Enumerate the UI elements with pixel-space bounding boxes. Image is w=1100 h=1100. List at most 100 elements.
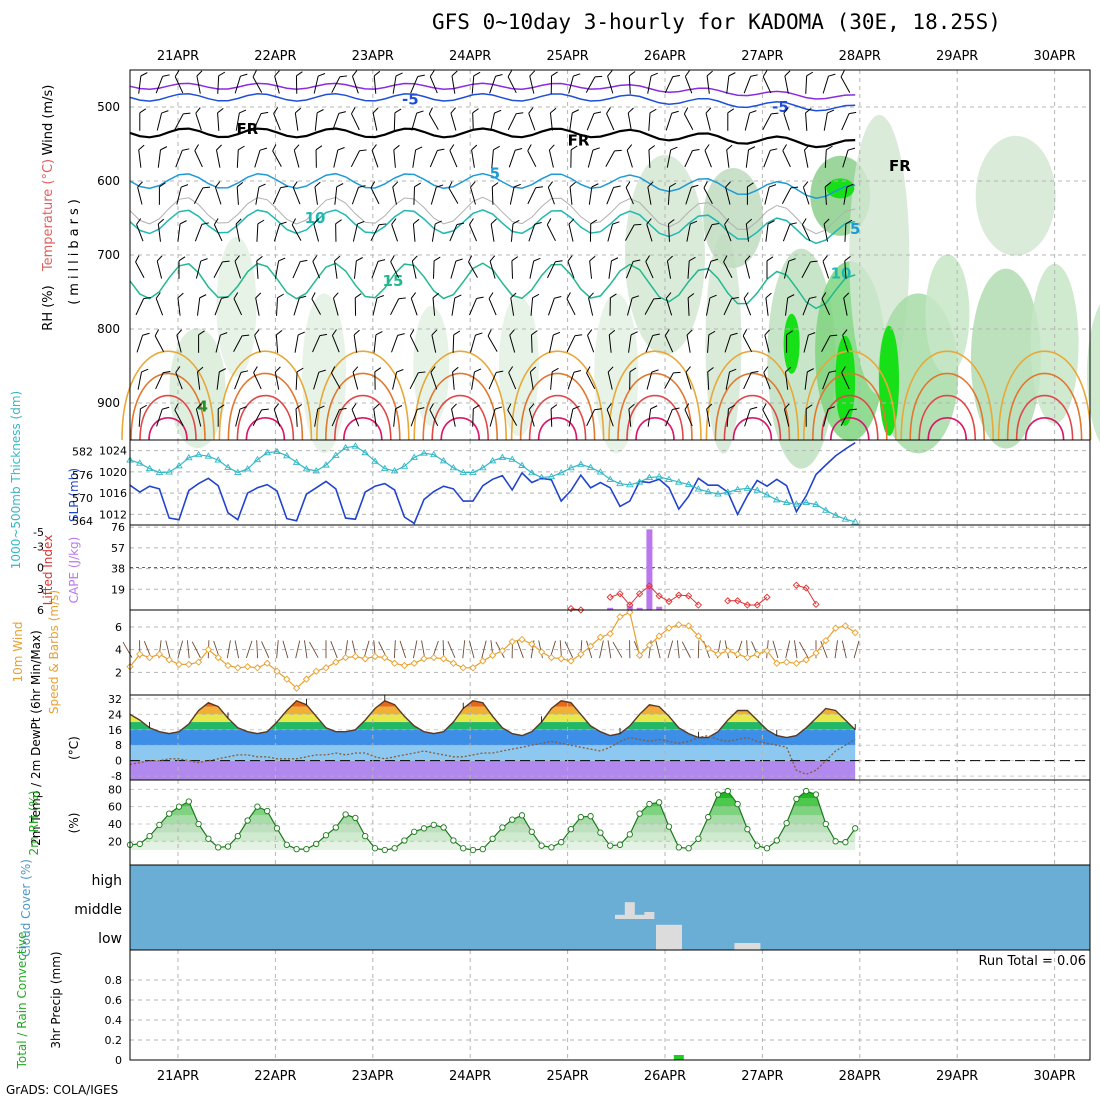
wind-barb <box>451 403 457 427</box>
wind10-point <box>410 659 418 667</box>
wind-barb-flag <box>706 403 713 410</box>
wind-barb-shaft <box>393 408 397 427</box>
wind-barb-flag <box>377 259 386 262</box>
wind-barb <box>469 296 484 316</box>
rh2m-point <box>332 824 339 831</box>
rh2m-point <box>675 844 682 851</box>
wind-barb <box>468 255 478 278</box>
wind-barb-flag <box>296 71 303 77</box>
thickness-point <box>341 443 350 451</box>
wind-barb-shaft <box>351 187 359 205</box>
wind-barb-flag <box>319 333 328 337</box>
wind10-point <box>694 632 703 640</box>
wind-barb-flag <box>841 366 846 373</box>
wind-barb <box>840 408 857 426</box>
wind-barb <box>470 181 476 205</box>
wind-barb-flag <box>588 292 594 299</box>
wind-barb-shaft <box>843 186 848 205</box>
wind-barb <box>764 329 771 353</box>
wind-barb-flag <box>430 366 436 373</box>
wind-barb <box>490 109 502 131</box>
wind10-point <box>802 656 810 664</box>
wind-barb-shaft <box>393 112 396 131</box>
wind-barb <box>217 71 226 94</box>
wind-barb <box>567 369 582 390</box>
wind-barb-flag <box>647 181 654 188</box>
wind-barb-shaft <box>821 298 831 316</box>
wind10-point <box>577 650 585 658</box>
thickness-label: 1000~500mb Thickness (dm) <box>9 391 23 569</box>
thickness-point <box>606 475 614 482</box>
wind-barb-flag <box>433 256 441 262</box>
temp2m-label: 2m Temp / 2m DewPt (6hr Min/Max) <box>29 630 43 846</box>
wind-barb-flag <box>669 182 677 188</box>
rh-band <box>130 791 856 798</box>
wind-barb-shaft <box>409 335 419 353</box>
surface-barb-shaft <box>412 640 418 659</box>
bottom-date-label: 28APR <box>839 1069 881 1084</box>
wind-barb-shaft <box>469 224 477 242</box>
rh2m-point <box>518 812 526 819</box>
wind-barb-shaft <box>392 186 397 205</box>
wind-barb <box>174 403 184 426</box>
surface-barb-shaft <box>841 640 847 659</box>
wind-barb <box>743 74 758 94</box>
wind-barb <box>723 255 733 278</box>
wind-barb-shaft <box>428 113 439 130</box>
wind-barb <box>450 258 463 279</box>
wind10-point <box>498 647 507 655</box>
wind-barb <box>291 218 302 241</box>
wind-barb-shaft <box>724 335 732 353</box>
wind-barb <box>452 366 459 390</box>
li-point <box>635 590 644 598</box>
wind-barb <box>648 145 656 168</box>
thickness-point <box>400 462 409 469</box>
wind-barb-shaft <box>568 408 574 427</box>
wind-barb <box>294 331 305 353</box>
wind-barb-shaft <box>781 187 792 204</box>
wind-barb <box>233 334 250 352</box>
wind10-point <box>194 658 203 666</box>
wind-barb-flag <box>311 292 316 300</box>
wind-barb <box>527 144 537 168</box>
cape-bar <box>656 606 663 610</box>
wind-barb <box>511 256 519 279</box>
isotherm-label: 4 <box>197 398 207 416</box>
wind-barb-flag <box>804 144 810 151</box>
wind10-label: 10m Wind <box>11 622 25 683</box>
wind-barb-flag <box>409 329 415 336</box>
wind-barb-shaft <box>314 186 318 205</box>
wind-barb-flag <box>586 366 591 374</box>
wind-barb-shaft <box>608 260 612 279</box>
wind-barb-flag <box>533 257 541 262</box>
wind10-point <box>283 675 291 683</box>
rh2m-point <box>401 837 408 844</box>
rh2m-point <box>293 845 300 853</box>
temp-band <box>130 729 856 746</box>
wind-barb-shaft <box>177 297 181 316</box>
surface-wind-barb <box>676 640 680 659</box>
wind-barb-shaft <box>195 408 202 427</box>
temp-tick-label: 32 <box>108 693 122 706</box>
wind-barb-flag <box>379 223 387 226</box>
wind-barb-flag <box>783 107 789 114</box>
wind-barb-shaft <box>429 409 439 427</box>
rh-shading <box>302 293 347 454</box>
wind10-point <box>273 667 281 675</box>
wind-barb <box>295 71 303 94</box>
wind-barb-flag <box>688 256 696 262</box>
wind-barb <box>550 404 558 427</box>
wind-barb <box>235 406 247 427</box>
wind-barb-flag <box>272 144 277 152</box>
wind-barb-flag <box>183 112 191 115</box>
wind-barb <box>801 218 811 242</box>
wind-barb <box>410 74 425 94</box>
wind-barb-shaft <box>451 75 456 94</box>
wind-barb-flag <box>317 405 325 410</box>
thickness-point <box>616 479 624 487</box>
wind-barb <box>312 333 328 353</box>
top-date-label: 24APR <box>449 49 491 64</box>
wind-barb-flag <box>683 107 689 115</box>
wind10-tick-label: 2 <box>115 666 122 679</box>
rh2m-point <box>832 838 839 845</box>
